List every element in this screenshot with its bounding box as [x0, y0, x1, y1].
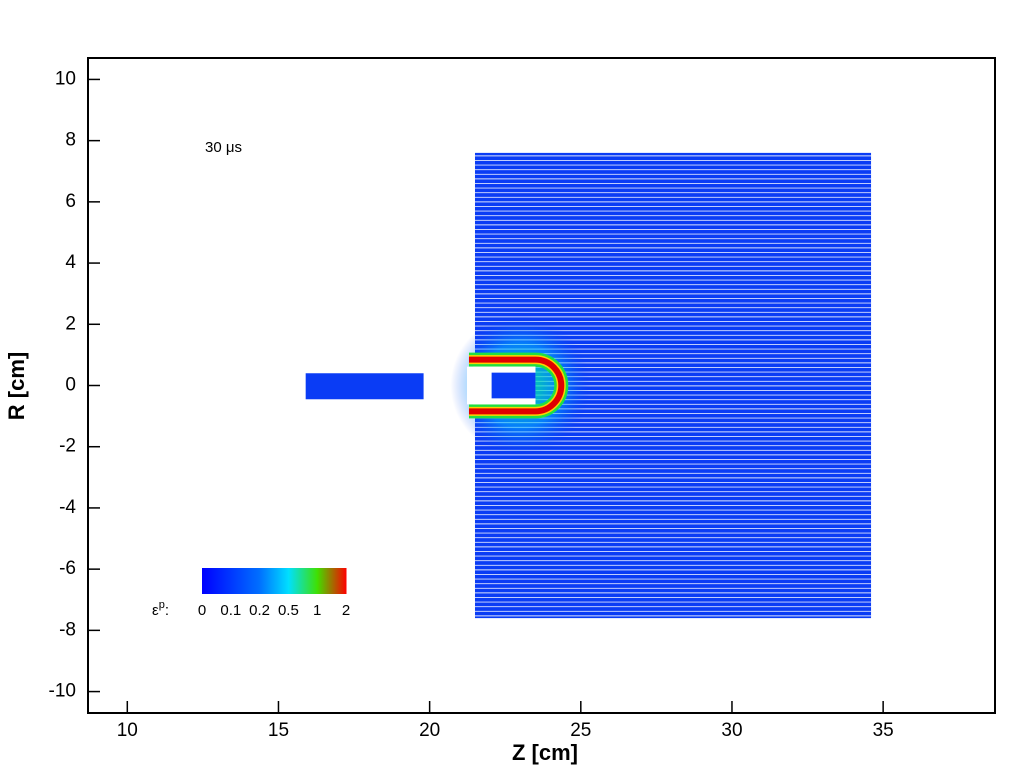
y-tick-label: -6 — [59, 558, 76, 579]
y-tick-label: -10 — [49, 681, 76, 702]
projectile — [305, 373, 424, 400]
residual-projectile — [491, 372, 536, 399]
y-tick-label: -8 — [59, 619, 76, 640]
y-tick-label: -2 — [59, 436, 76, 457]
x-tick-label: 10 — [117, 720, 138, 741]
colorbar-superscript: p — [159, 599, 165, 611]
y-tick-label: 8 — [65, 130, 76, 151]
plot-area — [305, 152, 872, 619]
colorbar-label: εp: — [152, 599, 169, 619]
y-tick-label: 6 — [65, 191, 76, 212]
annotation: 30 μs — [205, 139, 242, 156]
colorbar-segment — [288, 568, 318, 594]
colorbar-tick-label: 0.1 — [220, 602, 241, 619]
colorbar-suffix: : — [165, 602, 169, 619]
colorbar-tick-label: 1 — [313, 602, 321, 619]
x-tick-label: 15 — [268, 720, 289, 741]
colorbar-segment — [317, 568, 347, 594]
x-axis-title: Z [cm] — [512, 740, 578, 765]
y-tick-label: 4 — [65, 252, 76, 273]
y-tick-label: 10 — [55, 68, 76, 89]
colorbar-symbol: ε — [152, 602, 159, 619]
y-tick-label: -4 — [59, 497, 76, 518]
colorbar-tick-label: 0 — [198, 602, 206, 619]
crater-red — [468, 356, 565, 415]
x-tick-label: 35 — [873, 720, 894, 741]
x-tick-label: 25 — [570, 720, 591, 741]
x-tick-label: 20 — [419, 720, 440, 741]
colorbar-segment — [259, 568, 289, 594]
y-tick-label: 2 — [65, 313, 76, 334]
colorbar-segment — [202, 568, 232, 594]
colorbar-segment — [230, 568, 261, 594]
x-tick-label: 30 — [721, 720, 742, 741]
y-tick-label: 0 — [65, 375, 76, 396]
colorbar-tick-label: 0.2 — [249, 602, 270, 619]
colorbar-tick-label: 2 — [342, 602, 350, 619]
y-axis-title: R [cm] — [4, 352, 29, 420]
colorbar-tick-label: 0.5 — [278, 602, 299, 619]
